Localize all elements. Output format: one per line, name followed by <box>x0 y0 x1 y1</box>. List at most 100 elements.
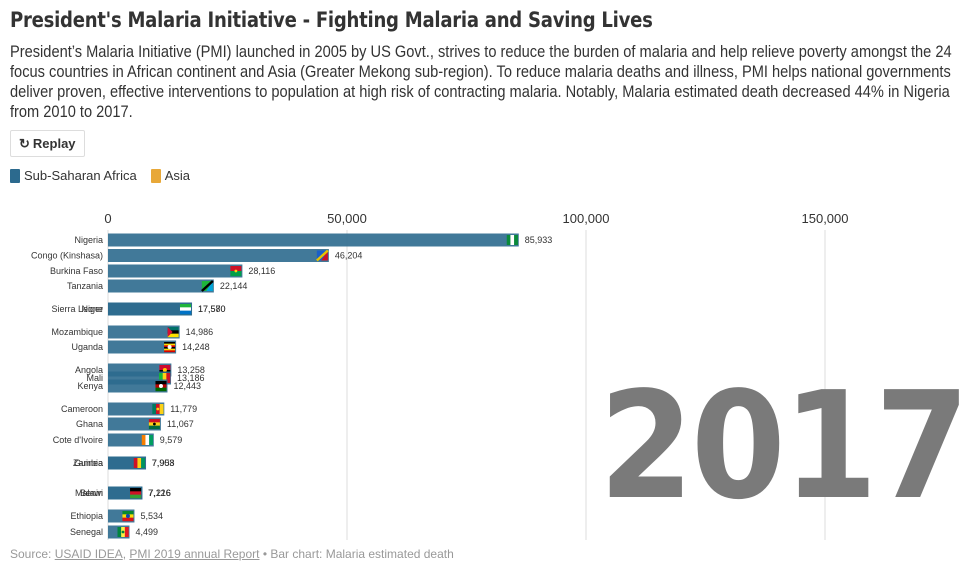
flag-stripe <box>149 435 153 445</box>
value-label: 14,248 <box>182 342 210 352</box>
value-label: 13,186 <box>177 373 205 383</box>
flag-icon <box>133 458 145 468</box>
legend-item-asia[interactable]: Asia <box>150 168 190 183</box>
flag-stripe <box>167 330 179 334</box>
category-label: Ethiopia <box>70 511 103 521</box>
bar[interactable] <box>108 379 168 393</box>
flag-stripe <box>148 425 160 430</box>
value-label: 7,216 <box>148 488 171 498</box>
bar[interactable] <box>108 325 180 339</box>
replay-label: Replay <box>32 136 76 151</box>
category-label: Sierra Leone <box>51 304 103 314</box>
flag-icon <box>506 235 518 245</box>
value-label: 11,779 <box>170 404 197 414</box>
flag-stripe <box>159 404 164 414</box>
bar-group-cameroon: 11,779 Cameroon <box>61 402 197 416</box>
flag-icon <box>148 419 160 430</box>
flag-emblem <box>167 327 173 337</box>
category-label: Cameroon <box>61 404 103 414</box>
value-label: 13,258 <box>177 365 205 375</box>
bar[interactable] <box>108 249 329 262</box>
source-link-pmi-report[interactable]: PMI 2019 annual Report <box>129 547 260 561</box>
flag-stripe <box>117 527 122 537</box>
legend-item-sub-saharan-africa[interactable]: Sub-Saharan Africa <box>10 168 137 183</box>
x-tick-label: 0 <box>104 211 111 226</box>
flag-stripe <box>514 235 518 245</box>
flag-stripe <box>137 458 142 468</box>
flag-stripe <box>159 365 171 371</box>
bar[interactable] <box>108 264 243 278</box>
bar-group-ethiopia: 5,534 Ethiopia <box>70 509 163 523</box>
source-link-usaid-idea[interactable]: USAID IDEA <box>54 547 123 561</box>
replay-icon: ↻ <box>19 135 30 151</box>
flag-emblem <box>121 530 125 534</box>
flag-stripe <box>506 235 511 245</box>
bar[interactable] <box>108 340 177 354</box>
legend-swatch <box>150 168 161 183</box>
x-tick-label: 50,000 <box>327 211 367 226</box>
value-label: 5,534 <box>140 511 163 521</box>
flag-stripe <box>316 249 329 262</box>
flag-stripe <box>164 343 176 346</box>
flag-stripe <box>141 458 145 468</box>
bar[interactable] <box>108 417 161 431</box>
bar-group-senegal: 4,499 Senegal <box>70 525 158 539</box>
flag-stripe <box>122 511 134 515</box>
replay-button[interactable]: ↻ Replay <box>10 130 85 157</box>
value-label: 46,204 <box>335 251 363 261</box>
flag-stripe <box>155 381 167 385</box>
flag-stripe <box>167 333 179 338</box>
flag-icon <box>179 304 191 315</box>
footer-suffix: • Bar chart: Malaria estimated death <box>259 547 454 561</box>
flag-icon <box>167 327 179 338</box>
flag-stripe <box>166 373 171 383</box>
flag-stripe <box>145 435 150 445</box>
category-label: Zambia <box>73 458 103 468</box>
bar[interactable] <box>108 233 519 247</box>
flag-emblem <box>234 269 238 273</box>
bar-group-kenya: 12,443 Kenya <box>77 379 201 393</box>
flag-stripe <box>162 373 167 383</box>
bar-group-sierra-leone: 17,570 Sierra Leone <box>51 302 226 316</box>
flag-stripe <box>155 387 167 392</box>
flag-icon <box>141 435 153 445</box>
flag-emblem <box>156 407 160 411</box>
flag-stripe <box>124 527 129 537</box>
year-label: 2017 <box>599 360 970 532</box>
x-tick-label: 100,000 <box>563 211 610 226</box>
bar-group-cote-d-ivoire: 9,579 Cote d'Ivoire <box>53 433 182 447</box>
flag-stripe <box>179 310 191 315</box>
value-label: 12,443 <box>173 381 201 391</box>
bar[interactable] <box>108 402 165 416</box>
category-label: Tanzania <box>67 281 103 291</box>
value-label: 14,986 <box>186 327 214 337</box>
flag-emblem <box>153 422 156 426</box>
bar[interactable] <box>108 279 214 293</box>
bar-group-uganda: 14,248 Uganda <box>71 340 210 354</box>
category-label: Mozambique <box>51 327 103 337</box>
flag-icon <box>152 404 164 414</box>
value-label: 17,570 <box>198 304 226 314</box>
flag-icon <box>164 342 176 353</box>
category-label: Burkina Faso <box>50 266 103 276</box>
value-label: 11,067 <box>167 419 194 429</box>
value-label: 85,933 <box>525 235 553 245</box>
bar-group-congo-kinshasa-: 46,204 Congo (Kinshasa) <box>31 249 362 262</box>
flag-stripe <box>130 488 142 492</box>
value-label: 22,144 <box>220 281 248 291</box>
category-label: Kenya <box>77 381 103 391</box>
bar-group-ghana: 11,067 Ghana <box>76 417 194 431</box>
flag-stripe <box>148 419 160 423</box>
category-label: Guinea <box>74 458 103 468</box>
bar-chart: 0 50,000 100,000 150,000 85,933 Nigeria 46,204… <box>31 211 849 540</box>
bar-group-guinea: 7,903 Guinea <box>74 456 174 470</box>
category-label: Senegal <box>70 527 103 537</box>
bar[interactable] <box>108 302 192 316</box>
flag-icon <box>159 373 171 383</box>
x-tick-label: 150,000 <box>802 211 849 226</box>
flag-emblem <box>167 345 172 349</box>
flag-stripe <box>122 517 134 522</box>
flag-icon <box>201 280 214 292</box>
flag-stripe <box>179 304 191 308</box>
flag-stripe <box>141 435 146 445</box>
